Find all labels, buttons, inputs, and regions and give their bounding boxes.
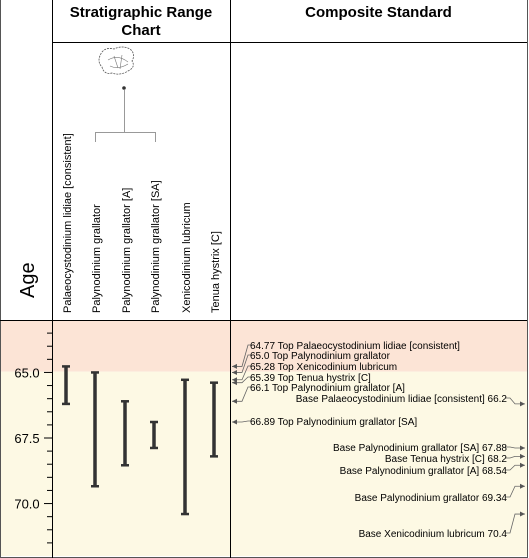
base-event-marker	[520, 511, 525, 517]
base-event-label: Base Palynodinium grallator 69.34	[355, 493, 508, 504]
dendrogram-scribble	[98, 46, 134, 75]
base-event-marker	[520, 445, 525, 451]
base-event-label: Base Palynodinium grallator [A] 68.54	[340, 466, 508, 477]
top-event-label: 65.39 Top Tenua hystrix [C]	[250, 373, 371, 384]
top-event-marker	[232, 369, 237, 375]
taxon-name: Palynodinium grallator [SA]	[150, 180, 162, 313]
base-event-label: Base Palynodinium grallator [SA] 67.88	[333, 443, 507, 454]
top-event-label: 65.0 Top Palynodinium grallator	[250, 351, 391, 362]
top-event-label: 66.89 Top Palynodinium grallator [SA]	[250, 417, 417, 428]
tick-label: 70.0	[14, 497, 39, 512]
dendrogram-scribble-detail	[107, 54, 129, 70]
top-event-label: 64.77 Top Palaeocystodinium lidiae [cons…	[250, 341, 460, 352]
base-event-label: Base Xenicodinium lubricum 70.4	[359, 529, 508, 540]
panel-headers: Stratigraphic Range Chart Composite Stand…	[17, 4, 452, 298]
dendrogram-root-node	[122, 86, 126, 90]
taxon-ranges: Palaeocystodinium lidiae [consistent] Pal…	[62, 133, 222, 516]
range-chart-title: Stratigraphic Range Chart	[70, 4, 213, 39]
taxon-name: Xenicodinium lubricum	[181, 202, 193, 313]
age-zone-0	[0, 320, 527, 372]
top-event-marker	[232, 380, 237, 386]
tick-label: 67.5	[14, 431, 39, 446]
base-event-marker	[520, 462, 525, 468]
top-event-label: 66.1 Top Palynodinium grallator [A]	[250, 383, 405, 394]
age-zone-1	[0, 371, 527, 556]
composite-events: 64.77 Top Palaeocystodinium lidiae [cons…	[232, 341, 525, 540]
top-event-marker	[232, 363, 237, 369]
base-event-marker	[520, 401, 525, 407]
top-event-marker	[232, 419, 237, 425]
dendrogram	[95, 46, 156, 142]
base-event-marker	[520, 483, 525, 489]
composite-standard-title: Composite Standard	[305, 4, 452, 21]
base-event-label: Base Palaeocystodinium lidiae [consisten…	[296, 394, 508, 405]
taxon-name: Palynodinium grallator [A]	[121, 188, 133, 313]
base-event-label: Base Tenua hystrix [C] 68.2	[385, 454, 508, 465]
age-axis: 65.0 67.5 70.0	[14, 332, 52, 544]
taxon-name: Palynodinium grallator	[91, 204, 103, 313]
base-event-marker	[520, 453, 525, 459]
age-axis-label: Age	[17, 262, 39, 298]
taxon-name: Tenua hystrix [C]	[210, 231, 222, 313]
age-zones	[0, 320, 527, 556]
tick-label: 65.0	[14, 365, 39, 380]
taxon-name: Palaeocystodinium lidiae [consistent]	[62, 133, 74, 313]
top-event-label: 65.28 Top Xenicodinium lubricum	[250, 362, 397, 373]
top-event-marker	[232, 398, 237, 404]
